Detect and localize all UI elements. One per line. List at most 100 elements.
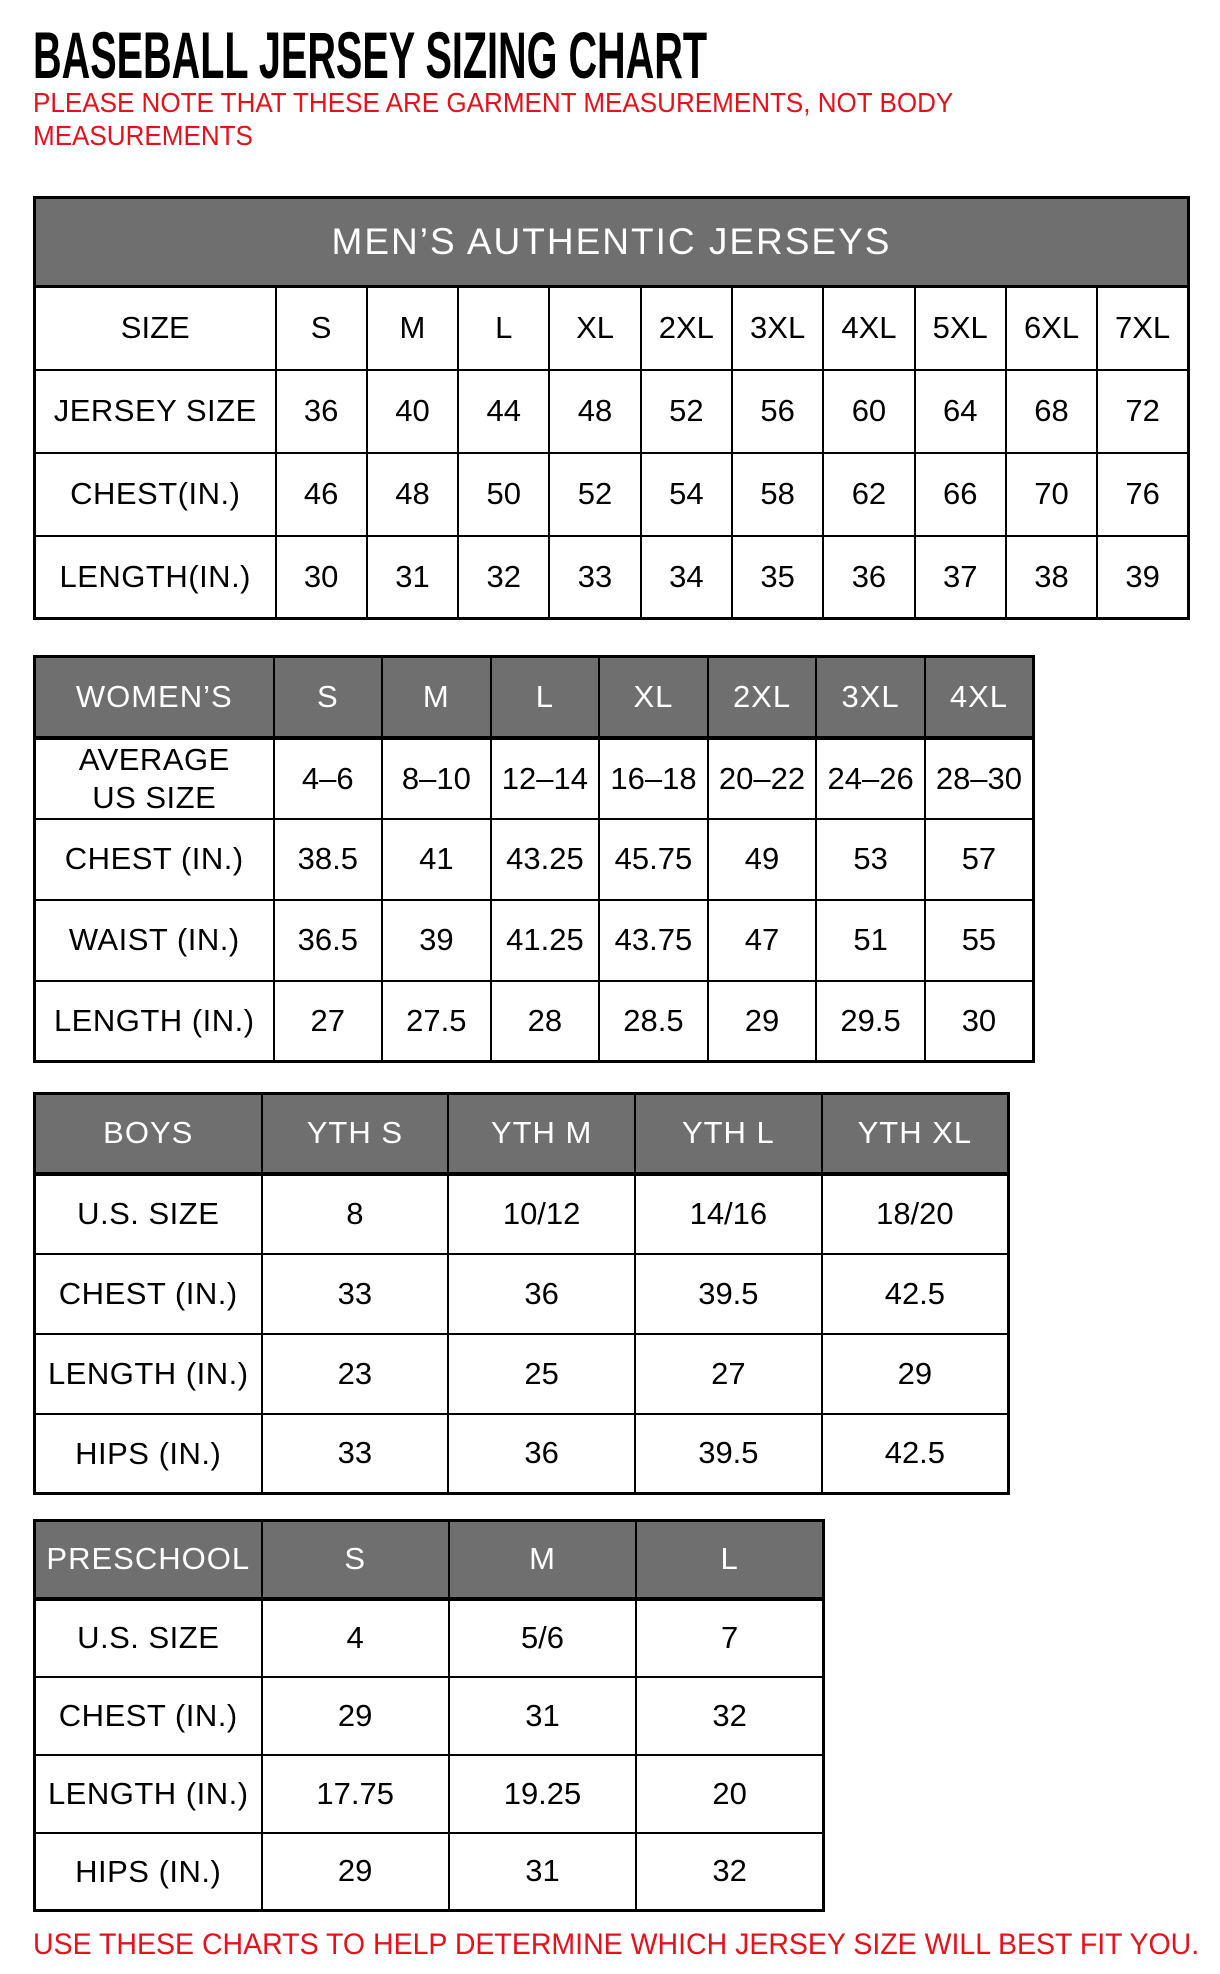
column-header: YTH S [260, 1092, 450, 1176]
value-cell: 41 [381, 817, 492, 901]
table-row: LENGTH (IN.) 17.75 19.25 20 [33, 1753, 825, 1834]
column-header: 2XL [639, 285, 733, 371]
value-cell: 56 [730, 368, 825, 454]
value-cell: 29 [260, 1675, 450, 1756]
value-cell: 43.25 [489, 817, 601, 901]
value-cell: 33 [260, 1412, 450, 1495]
table-corner-header: SIZE [33, 285, 277, 371]
column-header: 4XL [923, 655, 1035, 740]
value-cell: 48 [548, 368, 642, 454]
row-label: U.S. SIZE [33, 1597, 263, 1678]
table-row: U.S. SIZE 4 5/6 7 [33, 1597, 825, 1678]
value-cell: 62 [822, 451, 916, 537]
value-cell: 40 [365, 368, 460, 454]
value-cell: 36.5 [272, 898, 384, 982]
value-cell: 47 [706, 898, 818, 982]
value-cell: 4 [260, 1597, 450, 1678]
value-cell: 30 [923, 979, 1035, 1063]
row-label: AVERAGE US SIZE [33, 736, 275, 820]
value-cell: 55 [923, 898, 1035, 982]
value-cell: 36 [274, 368, 368, 454]
table-row: AVERAGE US SIZE 4–6 8–10 12–14 16–18 20–22 24–… [33, 736, 1035, 820]
column-header: 3XL [730, 285, 825, 371]
value-cell: 44 [457, 368, 551, 454]
table-row: HIPS (IN.) 33 36 39.5 42.5 [33, 1412, 1010, 1495]
value-cell: 39 [1096, 534, 1190, 620]
column-header: YTH XL [820, 1092, 1010, 1176]
value-cell: 27.5 [381, 979, 492, 1063]
value-cell: 31 [365, 534, 460, 620]
value-cell: 38 [1004, 534, 1099, 620]
column-header: M [447, 1519, 638, 1601]
table-row: LENGTH (IN.) 27 27.5 28 28.5 29 29.5 30 [33, 979, 1035, 1063]
value-cell: 31 [447, 1675, 638, 1756]
value-cell: 31 [447, 1831, 638, 1912]
table-row: LENGTH(IN.) 30 31 32 33 34 35 36 37 38 39 [33, 534, 1190, 620]
table-row: CHEST (IN.) 33 36 39.5 42.5 [33, 1252, 1010, 1335]
value-cell: 32 [635, 1831, 825, 1912]
row-label: LENGTH(IN.) [33, 534, 277, 620]
table-corner-header: PRESCHOOL [33, 1519, 263, 1601]
value-cell: 29 [260, 1831, 450, 1912]
value-cell: 27 [272, 979, 384, 1063]
value-cell: 42.5 [820, 1252, 1010, 1335]
row-label: HIPS (IN.) [33, 1831, 263, 1912]
column-header: M [365, 285, 460, 371]
value-cell: 36 [447, 1252, 636, 1335]
value-cell: 30 [274, 534, 368, 620]
column-header: L [635, 1519, 825, 1601]
table-row: JERSEY SIZE 36 40 44 48 52 56 60 64 68 72 [33, 368, 1190, 454]
value-cell: 29.5 [815, 979, 926, 1063]
row-label: CHEST (IN.) [33, 817, 275, 901]
column-header: 3XL [815, 655, 926, 740]
column-header: S [274, 285, 368, 371]
table-row: LENGTH (IN.) 23 25 27 29 [33, 1332, 1010, 1415]
value-cell: 37 [913, 534, 1007, 620]
column-header: XL [548, 285, 642, 371]
value-cell: 36 [447, 1412, 636, 1495]
row-label: HIPS (IN.) [33, 1412, 263, 1495]
row-label: CHEST (IN.) [33, 1675, 263, 1756]
value-cell: 35 [730, 534, 825, 620]
column-header: YTH L [634, 1092, 823, 1176]
value-cell: 27 [634, 1332, 823, 1415]
value-cell: 49 [706, 817, 818, 901]
row-label: LENGTH (IN.) [33, 1332, 263, 1415]
value-cell: 33 [548, 534, 642, 620]
value-cell: 60 [822, 368, 916, 454]
value-cell: 32 [635, 1675, 825, 1756]
page-title: BASEBALL JERSEY SIZING CHART [33, 18, 708, 92]
row-label: LENGTH (IN.) [33, 979, 275, 1063]
value-cell: 20–22 [706, 736, 818, 820]
table-banner-row: MEN’S AUTHENTIC JERSEYS [33, 196, 1190, 288]
column-header: L [457, 285, 551, 371]
value-cell: 54 [639, 451, 733, 537]
value-cell: 64 [913, 368, 1007, 454]
table-header-row: WOMEN’S S M L XL 2XL 3XL 4XL [33, 655, 1035, 740]
value-cell: 52 [548, 451, 642, 537]
value-cell: 41.25 [489, 898, 601, 982]
column-header: S [260, 1519, 450, 1601]
value-cell: 46 [274, 451, 368, 537]
value-cell: 33 [260, 1252, 450, 1335]
value-cell: 14/16 [634, 1172, 823, 1255]
value-cell: 43.75 [598, 898, 709, 982]
table-row: CHEST (IN.) 29 31 32 [33, 1675, 825, 1756]
table-row: HIPS (IN.) 29 31 32 [33, 1831, 825, 1912]
value-cell: 48 [365, 451, 460, 537]
column-header: S [272, 655, 384, 740]
column-header: 7XL [1096, 285, 1190, 371]
value-cell: 57 [923, 817, 1035, 901]
table-row: U.S. SIZE 8 10/12 14/16 18/20 [33, 1172, 1010, 1255]
boys-sizing-table: BOYS YTH S YTH M YTH L YTH XL U.S. SIZE 8 10/12… [33, 1092, 1010, 1495]
value-cell: 39.5 [634, 1412, 823, 1495]
value-cell: 39.5 [634, 1252, 823, 1335]
value-cell: 17.75 [260, 1753, 450, 1834]
table-row: CHEST (IN.) 38.5 41 43.25 45.75 49 53 57 [33, 817, 1035, 901]
value-cell: 8–10 [381, 736, 492, 820]
row-label: WAIST (IN.) [33, 898, 275, 982]
value-cell: 23 [260, 1332, 450, 1415]
value-cell: 53 [815, 817, 926, 901]
value-cell: 28 [489, 979, 601, 1063]
